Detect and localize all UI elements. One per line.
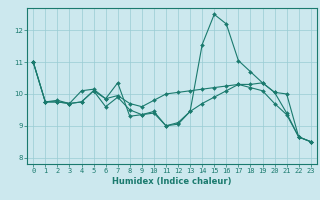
X-axis label: Humidex (Indice chaleur): Humidex (Indice chaleur) bbox=[112, 177, 232, 186]
